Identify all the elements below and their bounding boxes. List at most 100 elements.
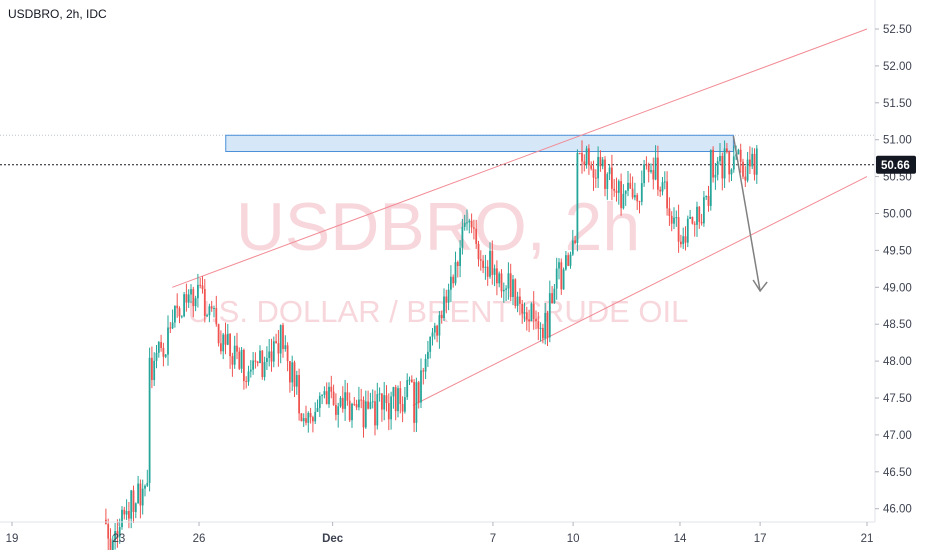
candle-220 xyxy=(611,167,613,189)
candle-131 xyxy=(406,380,409,398)
candle-104 xyxy=(344,392,346,409)
candle-183 xyxy=(525,312,528,320)
x-tick-label-4: 7 xyxy=(490,533,496,545)
candle-228 xyxy=(629,182,632,189)
candle-233 xyxy=(640,183,643,202)
candle-177 xyxy=(512,279,514,298)
candle-77 xyxy=(282,325,284,349)
candle-155 xyxy=(461,226,464,248)
resistance-zone xyxy=(225,134,734,153)
candle-225 xyxy=(622,193,625,209)
candle-141 xyxy=(429,336,432,352)
candle-234 xyxy=(643,164,645,184)
projection-arrow-head xyxy=(752,279,768,293)
candle-175 xyxy=(507,273,510,289)
candle-119 xyxy=(378,393,381,395)
candle-2 xyxy=(109,538,112,550)
candle-229 xyxy=(631,188,634,198)
candle-150 xyxy=(450,276,452,290)
candle-10 xyxy=(128,511,130,519)
candle-111 xyxy=(360,399,363,401)
x-tick-label-8: 21 xyxy=(861,533,874,545)
candle-102 xyxy=(339,397,342,407)
candle-262 xyxy=(707,195,710,206)
candle-278 xyxy=(744,176,747,181)
candle-61 xyxy=(245,381,248,383)
candle-48 xyxy=(215,308,218,325)
candle-146 xyxy=(440,315,443,318)
candle-82 xyxy=(293,362,296,387)
candle-161 xyxy=(475,228,478,244)
candle-261 xyxy=(705,195,708,198)
candle-182 xyxy=(523,312,526,314)
candle-199 xyxy=(562,269,565,290)
candle-117 xyxy=(374,401,376,426)
candle-118 xyxy=(376,394,379,426)
candle-212 xyxy=(592,168,595,178)
candle-69 xyxy=(263,361,266,378)
candle-24 xyxy=(160,342,162,348)
channel-layer xyxy=(172,28,868,406)
watermark-symbol: USDBRO, 2h xyxy=(236,189,640,265)
candle-265 xyxy=(714,174,717,178)
candle-255 xyxy=(691,216,694,224)
candle-281 xyxy=(751,153,754,167)
candle-186 xyxy=(532,303,535,320)
candle-92 xyxy=(316,407,319,412)
candle-91 xyxy=(314,411,317,422)
candle-176 xyxy=(509,273,512,298)
candle-73 xyxy=(272,341,275,362)
projection-layer xyxy=(732,135,768,293)
candle-65 xyxy=(254,360,257,362)
candle-279 xyxy=(746,159,749,181)
candle-244 xyxy=(666,181,668,209)
candle-19 xyxy=(148,357,151,483)
candle-83 xyxy=(295,375,298,387)
candle-167 xyxy=(489,250,491,277)
candle-263 xyxy=(709,149,712,206)
channel-upper-line xyxy=(172,28,868,288)
candle-106 xyxy=(348,400,351,421)
candle-160 xyxy=(473,227,475,229)
candle-169 xyxy=(493,268,496,275)
candle-172 xyxy=(500,273,503,292)
candle-93 xyxy=(318,395,321,408)
candle-156 xyxy=(463,222,466,227)
x-tick-label-5: 10 xyxy=(567,533,580,545)
candle-152 xyxy=(454,262,457,284)
candle-33 xyxy=(180,316,183,318)
candle-251 xyxy=(682,236,685,245)
candle-62 xyxy=(247,371,250,382)
candle-206 xyxy=(578,152,581,154)
candle-121 xyxy=(383,395,386,410)
candle-88 xyxy=(307,413,310,423)
candle-90 xyxy=(312,417,314,422)
candle-105 xyxy=(346,392,349,401)
candle-12 xyxy=(132,490,135,513)
candle-87 xyxy=(305,418,307,423)
candle-166 xyxy=(486,266,489,277)
candle-68 xyxy=(261,350,264,378)
candle-70 xyxy=(266,358,268,362)
candle-9 xyxy=(125,511,128,515)
candle-13 xyxy=(134,503,137,513)
candle-247 xyxy=(673,217,675,224)
candle-36 xyxy=(187,294,190,303)
candle-188 xyxy=(537,321,540,329)
x-tick-label-1: 23 xyxy=(112,533,125,545)
candle-280 xyxy=(749,159,751,167)
y-tick-label-4: 48.00 xyxy=(883,356,912,368)
last-price-badge xyxy=(876,155,916,174)
candle-100 xyxy=(335,404,337,415)
candle-271 xyxy=(728,151,731,175)
candle-47 xyxy=(213,308,215,310)
candle-267 xyxy=(719,155,721,162)
candle-137 xyxy=(420,370,422,403)
candle-268 xyxy=(721,155,724,179)
candle-222 xyxy=(615,190,618,193)
candle-16 xyxy=(141,488,144,506)
candle-282 xyxy=(753,153,756,175)
candle-275 xyxy=(737,149,740,155)
candle-192 xyxy=(546,312,549,338)
